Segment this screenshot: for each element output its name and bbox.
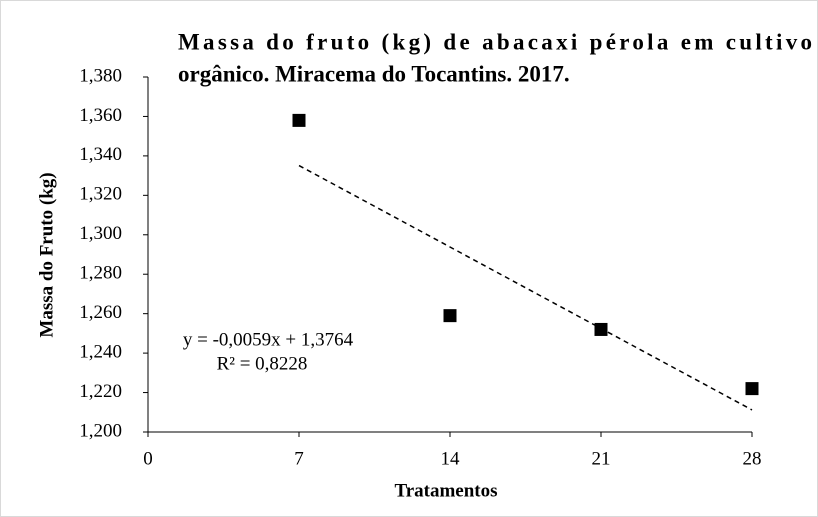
y-tick-label: 1,380 [79,65,122,86]
trendline-equation: y = -0,0059x + 1,3764 [183,329,354,350]
y-tick-label: 1,200 [79,420,122,441]
x-tick-label: 14 [441,448,461,469]
y-tick-label: 1,280 [79,263,122,284]
x-tick-label: 0 [143,448,153,469]
y-tick-label: 1,260 [79,302,122,323]
point [594,322,608,336]
chart-title: orgânico. Miracema do Tocantins. 2017. [178,61,570,86]
x-tick-label: 7 [294,448,304,469]
point [292,113,306,127]
trendline [298,164,753,411]
y-axis-label: Massa do Fruto (kg) [36,172,57,337]
y-tick-label: 1,360 [79,105,122,126]
x-tick-label: 28 [743,448,762,469]
y-tick-label: 1,320 [79,184,122,205]
point [443,309,457,323]
point [745,382,759,396]
trendline-r2: R² = 0,8228 [217,353,308,374]
x-axis-label: Tratamentos [394,480,497,501]
y-tick-label: 1,340 [79,144,122,165]
y-tick-label: 1,240 [79,341,122,362]
y-tick-label: 1,220 [79,381,122,402]
y-tick-label: 1,300 [79,223,122,244]
x-tick-label: 21 [592,448,611,469]
